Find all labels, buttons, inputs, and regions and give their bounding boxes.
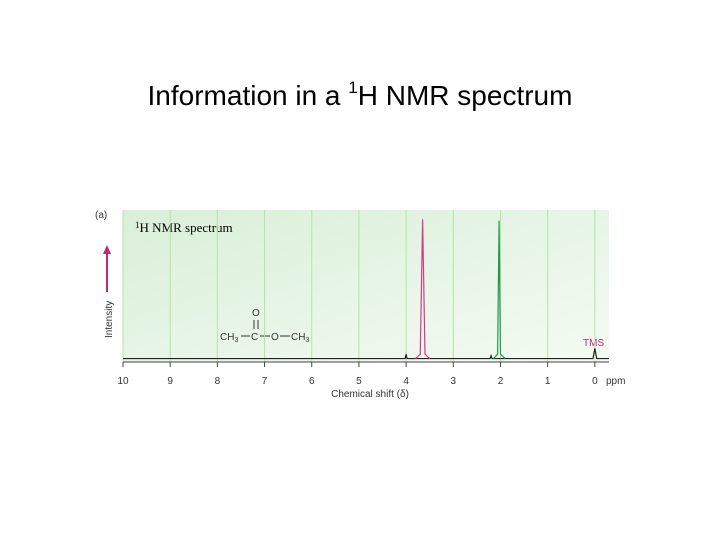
panel-label: (a) [95,210,107,221]
y-axis-label: Intensity [104,301,115,338]
atom: O [252,308,260,319]
slide-title: Information in a 1H NMR spectrum [148,78,573,111]
x-tick-label: 4 [403,376,409,387]
tms-label: TMS [583,338,604,349]
x-tick-label: 5 [356,376,362,387]
group: CH3 [220,332,238,344]
x-tick-label: 0 [592,376,598,387]
atom: C [251,332,258,343]
spectrum-line [123,348,609,360]
x-tick-label: 1 [545,376,551,387]
x-tick-label: 9 [167,376,173,387]
x-axis-label: Chemical shift (δ) [331,389,409,400]
spectrum-line [492,220,506,359]
plot-panel [123,210,609,362]
x-tick-label: 10 [117,376,129,387]
x-tick-label: 2 [498,376,504,387]
molecule: O CH3 C O CH3 [220,308,309,344]
group: CH3 [291,332,309,344]
x-unit: ppm [606,376,625,387]
atom: O [271,332,279,343]
arrow-head [103,245,111,254]
spectrum-line [415,219,431,359]
x-tick-label: 3 [451,376,457,387]
x-tick-label: 8 [215,376,221,387]
x-tick-label: 6 [309,376,315,387]
inset-label: 1H NMR spectrum [135,220,233,235]
x-tick-label: 7 [262,376,268,387]
